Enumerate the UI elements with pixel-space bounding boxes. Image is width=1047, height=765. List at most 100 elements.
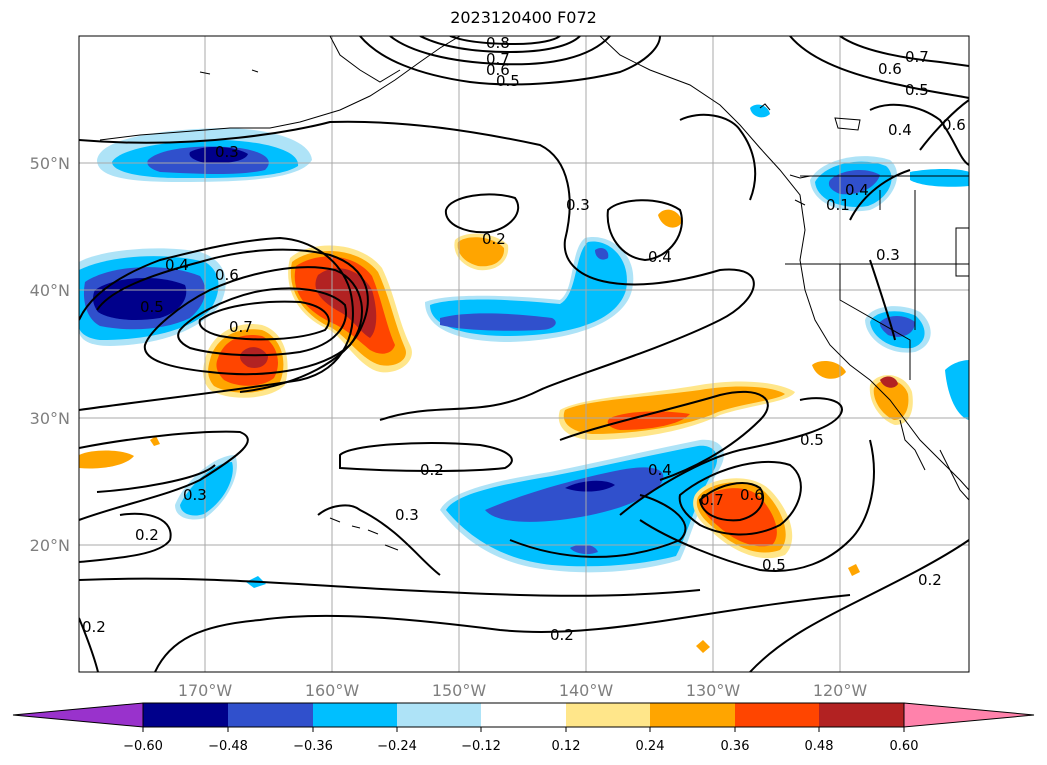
map-frame — [78, 35, 970, 673]
colorbar-frame — [142, 702, 905, 728]
positive-anomaly-region — [848, 564, 860, 576]
positive-anomaly-region — [457, 237, 505, 267]
negative-anomaly-region — [570, 544, 598, 555]
contour-label: 0.6 — [215, 266, 239, 284]
negative-anomaly-region — [750, 104, 770, 118]
contour-label: 0.3 — [566, 196, 590, 214]
contour-label: 0.3 — [876, 246, 900, 264]
negative-anomaly-region — [565, 480, 615, 492]
contour-label: 0.2 — [550, 626, 574, 644]
colorbar-segment — [481, 703, 566, 727]
contour-label: 0.2 — [82, 618, 106, 636]
map-area: 0.8 0.7 0.6 0.5 0.7 0.6 0.5 0.4 0.6 0.3 … — [79, 34, 969, 672]
negative-anomaly-region — [485, 467, 664, 522]
latitude-labels: 50°N 40°N 30°N 20°N — [30, 154, 70, 555]
positive-anomaly-region — [696, 640, 710, 653]
colorbar-tick: 0.12 — [552, 739, 581, 754]
lon-label-120w: 120°W — [813, 681, 868, 700]
contour-lines — [79, 36, 969, 672]
contour-labels: 0.8 0.7 0.6 0.5 0.7 0.6 0.5 0.4 0.6 0.3 … — [82, 34, 966, 644]
contour-label: 0.5 — [905, 81, 929, 99]
colorbar-segment — [228, 703, 313, 727]
colorbar-tick: 0.24 — [636, 739, 665, 754]
lat-label-40n: 40°N — [30, 281, 70, 300]
plot-title: 2023120400 F072 — [450, 8, 597, 27]
colorbar-segment — [650, 703, 735, 727]
colorbar-segment — [735, 703, 819, 727]
contour-label: 0.2 — [420, 461, 444, 479]
negative-anomaly-region — [945, 360, 969, 420]
colorbar-tick: −0.48 — [208, 739, 248, 754]
lon-label-170w: 170°W — [178, 681, 233, 700]
positive-anomaly-region — [150, 436, 160, 446]
colorbar: −0.60 −0.48 −0.36 −0.24 −0.12 0.12 0.24 … — [12, 702, 1035, 754]
contour-label: 0.3 — [215, 143, 239, 161]
lon-label-160w: 160°W — [305, 681, 360, 700]
colorbar-tick: 0.60 — [890, 739, 919, 754]
contour-label: 0.4 — [888, 121, 912, 139]
negative-anomaly-region — [440, 313, 556, 331]
contour-label: 0.8 — [486, 34, 510, 52]
lat-label-30n: 30°N — [30, 409, 70, 428]
colorbar-segment — [397, 703, 481, 727]
negative-anomaly-region — [879, 316, 915, 337]
contour-label: 0.4 — [165, 256, 189, 274]
negative-anomaly-region — [189, 146, 248, 164]
contour-label: 0.5 — [800, 431, 824, 449]
colorbar-tick: −0.36 — [293, 739, 333, 754]
contour-label: 0.5 — [762, 556, 786, 574]
positive-anomaly-region — [658, 209, 682, 228]
contour-label: 0.6 — [486, 61, 510, 79]
positive-anomaly-region — [873, 379, 909, 420]
colorbar-tick: 0.48 — [805, 739, 834, 754]
gridlines — [79, 36, 969, 672]
colorbar-extend-high — [903, 702, 1035, 728]
negative-anomaly-region — [910, 169, 969, 187]
contour-label: 0.5 — [140, 298, 164, 316]
contour-label: 0.2 — [482, 230, 506, 248]
colorbar-segment — [566, 703, 650, 727]
negative-anomaly-region — [595, 247, 609, 260]
lat-label-20n: 20°N — [30, 536, 70, 555]
colorbar-tick: −0.24 — [377, 739, 417, 754]
colorbar-segment — [313, 703, 397, 727]
positive-anomaly-region — [607, 411, 690, 430]
contour-label: 0.7 — [700, 491, 724, 509]
negative-anomaly-region — [180, 462, 233, 516]
contour-label: 0.4 — [648, 248, 672, 266]
contour-label: 0.7 — [229, 318, 253, 336]
contour-label: 0.6 — [878, 60, 902, 78]
colorbar-segment — [819, 703, 904, 727]
longitude-labels: 170°W 160°W 150°W 140°W 130°W 120°W — [178, 681, 868, 700]
contour-label: 0.4 — [845, 181, 869, 199]
contour-label: 0.4 — [648, 461, 672, 479]
contour-label: 0.2 — [918, 571, 942, 589]
positive-anomaly-region — [812, 360, 846, 379]
positive-anomaly-region — [880, 376, 898, 388]
lon-label-150w: 150°W — [432, 681, 487, 700]
positive-anomaly-region — [79, 450, 134, 469]
contour-label: 0.3 — [395, 506, 419, 524]
contour-label: 0.2 — [135, 526, 159, 544]
contour-label: 0.1 — [826, 196, 850, 214]
contour-label: 0.5 — [496, 72, 520, 90]
colorbar-extend-low — [12, 702, 144, 728]
colorbar-tick: −0.12 — [461, 739, 501, 754]
positive-anomaly-region — [240, 347, 268, 368]
lon-label-130w: 130°W — [686, 681, 741, 700]
negative-anomaly-region — [430, 241, 627, 336]
lon-label-140w: 140°W — [559, 681, 614, 700]
contour-label: 0.7 — [905, 48, 929, 66]
colorbar-segment — [143, 703, 228, 727]
colorbar-tick: −0.60 — [123, 739, 163, 754]
contour-label: 0.6 — [740, 486, 764, 504]
contour-label: 0.6 — [942, 116, 966, 134]
coastlines — [99, 36, 969, 551]
negative-anomaly-region — [93, 277, 187, 320]
contour-label: 0.3 — [183, 486, 207, 504]
colorbar-tick: 0.36 — [721, 739, 750, 754]
lat-label-50n: 50°N — [30, 154, 70, 173]
anomaly-shading — [79, 104, 969, 653]
contour-label: 0.7 — [486, 50, 510, 68]
